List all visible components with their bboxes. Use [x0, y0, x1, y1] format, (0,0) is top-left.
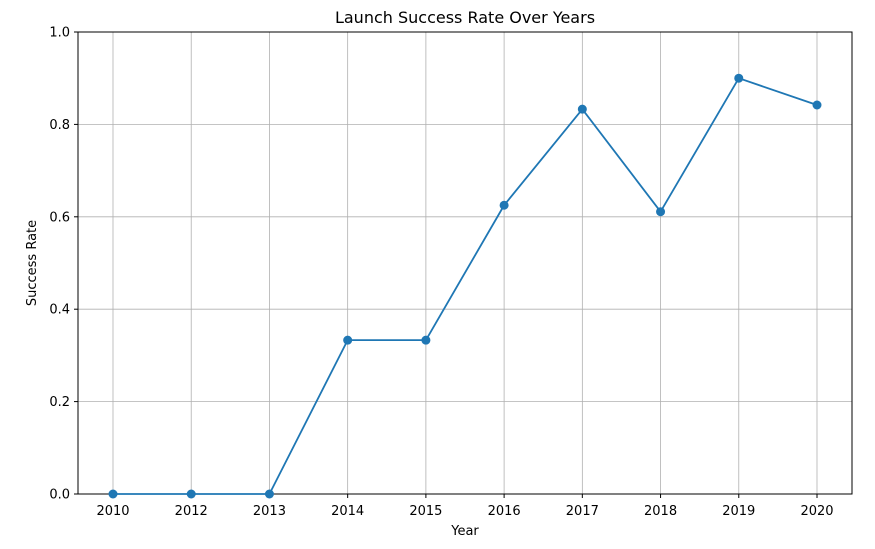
series-line — [113, 77, 818, 495]
x-axis-label: Year — [450, 524, 479, 539]
data-point — [734, 73, 744, 83]
x-tick-label: 2010 — [96, 504, 129, 519]
data-point — [186, 489, 196, 499]
y-tick-label: 0.6 — [49, 210, 70, 225]
x-tick-label: 2016 — [488, 504, 521, 519]
x-tick-label: 2017 — [566, 504, 599, 519]
series-layer — [108, 73, 822, 499]
data-point — [264, 489, 274, 499]
data-point — [421, 335, 431, 345]
y-tick-label: 0.8 — [49, 118, 70, 133]
data-point — [499, 200, 509, 210]
y-axis-label: Success Rate — [25, 220, 40, 306]
y-tick-label: 0.2 — [49, 395, 70, 410]
x-tick-label: 2015 — [409, 504, 442, 519]
chart-title: Launch Success Rate Over Years — [335, 8, 595, 27]
x-tick-label: 2020 — [800, 504, 833, 519]
x-tick-label: 2019 — [722, 504, 755, 519]
data-point — [577, 104, 587, 114]
data-point — [656, 207, 666, 217]
x-tick-label: 2012 — [175, 504, 208, 519]
data-point — [812, 100, 822, 110]
y-tick-label: 0.4 — [49, 303, 70, 318]
data-point — [108, 489, 118, 499]
y-tick-label: 0.0 — [49, 488, 70, 503]
y-tick-label: 1.0 — [49, 26, 70, 41]
x-tick-label: 2013 — [253, 504, 286, 519]
data-point — [343, 335, 353, 345]
plot-frame — [77, 31, 853, 495]
x-tick-label: 2018 — [644, 504, 677, 519]
x-tick-label: 2014 — [331, 504, 364, 519]
